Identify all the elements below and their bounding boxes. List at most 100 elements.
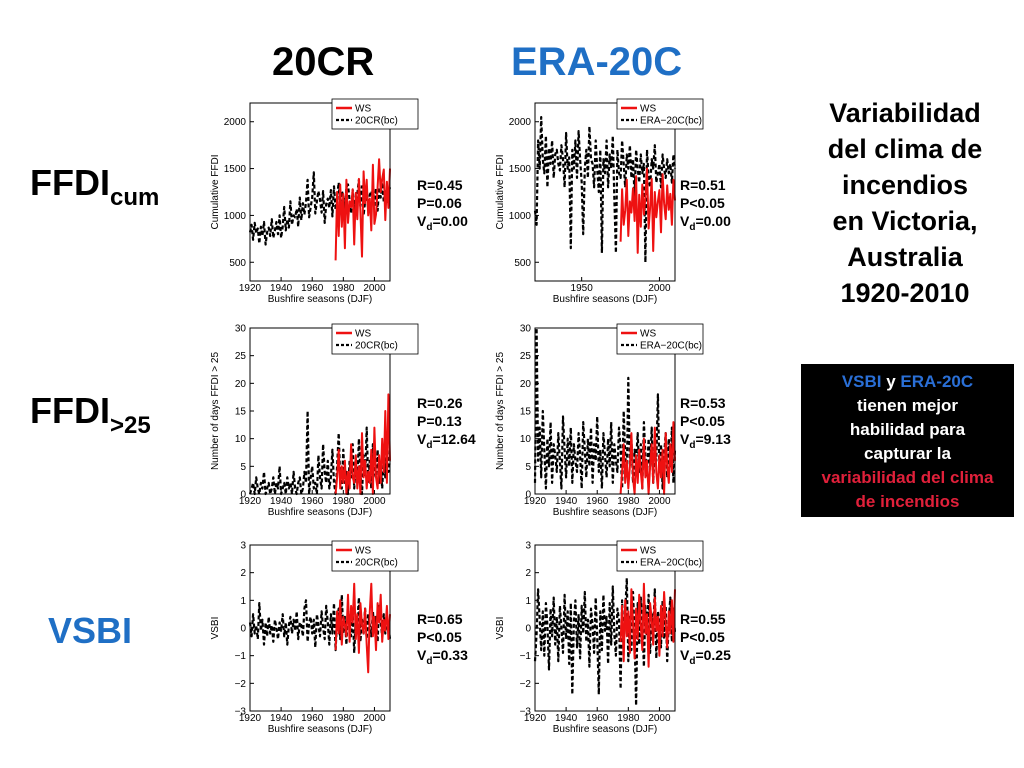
x-tick-label: 2000: [648, 713, 671, 724]
stat-v-value: =0.25: [695, 647, 731, 663]
stat-r: R=0.55: [680, 611, 726, 627]
row-label-ffdi-25: FFDI>25: [30, 390, 151, 440]
y-tick-label: 1000: [509, 211, 532, 222]
series-line-reanalysis: [533, 116, 677, 264]
x-tick-label: 1940: [270, 283, 293, 294]
y-tick-label: 0: [525, 624, 531, 635]
x-tick-label: 1940: [270, 713, 293, 724]
y-tick-label: 1500: [224, 164, 247, 175]
box-era: ERA-20C: [900, 372, 974, 391]
x-tick-label: 1960: [301, 713, 324, 724]
y-axis-label: VSBI: [210, 617, 221, 640]
y-tick-label: −1: [235, 651, 247, 662]
y-axis-label: Number of days FFDI > 25: [495, 352, 506, 471]
stat-v-sub: d: [426, 655, 433, 667]
y-tick-label: 2000: [509, 117, 532, 128]
row-label-sub: cum: [109, 184, 160, 211]
legend-label: 20CR(bc): [355, 341, 398, 352]
row-label-main: FFDI: [30, 162, 110, 203]
stat-v: V: [417, 647, 427, 663]
y-tick-label: 2: [525, 568, 531, 579]
stat-r: R=0.45: [417, 177, 463, 193]
series-line-ws: [334, 393, 391, 495]
series-line-reanalysis: [533, 326, 677, 490]
y-tick-label: −1: [520, 651, 532, 662]
y-tick-label: 20: [235, 379, 247, 390]
y-tick-label: 5: [525, 462, 531, 473]
x-tick-label: 2000: [648, 496, 671, 507]
x-tick-label: 2000: [363, 496, 386, 507]
stat-r: R=0.26: [417, 395, 463, 411]
y-axis-label: VSBI: [495, 617, 506, 640]
stat-v-sub: d: [426, 221, 433, 233]
y-tick-label: 1: [240, 596, 246, 607]
column-title-20cr-text: 20CR: [272, 40, 375, 84]
legend-label: WS: [355, 104, 371, 115]
stat-p: P<0.05: [680, 629, 725, 645]
box-line-2: tienen mejor: [856, 396, 959, 415]
y-tick-label: 10: [520, 434, 532, 445]
y-tick-label: 2000: [224, 117, 247, 128]
series-line-reanalysis: [248, 409, 392, 496]
chart-20cr-ffdi-25: 0 5 10 15 20 25 30 1920 1940 1960 1980 2000Bushfire…: [210, 324, 419, 518]
series-line-ws: [619, 421, 676, 495]
x-tick-label: 1960: [301, 496, 324, 507]
x-tick-label: 1920: [239, 283, 262, 294]
y-tick-label: 25: [235, 351, 247, 362]
x-axis-label: Bushfire seasons (DJF): [268, 507, 372, 518]
stat-v-value: =0.00: [432, 213, 468, 229]
column-title-era20c-text: ERA-20C: [511, 40, 683, 84]
x-tick-label: 1980: [332, 283, 355, 294]
stats-panel-1: R=0.45 P=0.06 Vd=0.00: [417, 176, 468, 237]
y-axis-label: Cumulative FFDI: [210, 154, 221, 229]
stats-panel-5: R=0.65 P<0.05 Vd=0.33: [417, 610, 468, 671]
y-axis-label: Cumulative FFDI: [495, 154, 506, 229]
x-tick-label: 1920: [524, 713, 547, 724]
x-tick-label: 1980: [617, 496, 640, 507]
y-tick-label: 500: [514, 258, 531, 269]
x-tick-label: 1920: [239, 496, 262, 507]
x-tick-label: 1980: [332, 713, 355, 724]
x-tick-label: 1920: [524, 496, 547, 507]
stats-panel-2: R=0.51 P<0.05 Vd=0.00: [680, 176, 731, 237]
legend-label: ERA−20C(bc): [640, 558, 702, 569]
x-axis-label: Bushfire seasons (DJF): [268, 724, 372, 735]
x-tick-label: 1960: [586, 496, 609, 507]
series-line-ws: [334, 158, 391, 261]
row-label-sub: >25: [109, 412, 151, 439]
row-label-ffdi-cum: FFDIcum: [30, 162, 159, 212]
side-title-line: Australia: [847, 242, 963, 272]
stats-panel-4: R=0.53 P<0.05 Vd=9.13: [680, 394, 731, 455]
y-tick-label: −2: [235, 679, 247, 690]
y-tick-label: 20: [520, 379, 532, 390]
y-tick-label: 15: [520, 407, 532, 418]
legend-box: [616, 540, 704, 572]
stat-v: V: [417, 213, 427, 229]
column-title-20cr: 20CR: [272, 40, 374, 85]
stat-vd: Vd=0.33: [417, 646, 468, 671]
y-tick-label: 1500: [509, 164, 532, 175]
y-tick-label: 3: [240, 541, 246, 552]
legend-label: WS: [640, 329, 656, 340]
legend-box: [331, 323, 419, 355]
legend-box: [616, 98, 704, 130]
legend-label: 20CR(bc): [355, 558, 398, 569]
legend-label: WS: [640, 104, 656, 115]
x-axis-label: Bushfire seasons (DJF): [268, 294, 372, 305]
side-title-line: 1920-2010: [840, 278, 970, 308]
x-tick-label: 2000: [363, 713, 386, 724]
stat-p: P=0.13: [417, 413, 462, 429]
y-tick-label: 0: [240, 624, 246, 635]
side-title: Variabilidad del clima de incendios en V…: [800, 95, 1010, 311]
box-line-1: VSBI y ERA-20C: [801, 370, 1014, 394]
stat-vd: Vd=0.00: [417, 212, 468, 237]
row-label-vsbi: VSBI: [48, 610, 132, 652]
stat-v-value: =12.64: [432, 431, 476, 447]
y-tick-label: 500: [229, 258, 246, 269]
side-title-line: incendios: [841, 170, 969, 200]
y-tick-label: 0: [525, 490, 531, 501]
